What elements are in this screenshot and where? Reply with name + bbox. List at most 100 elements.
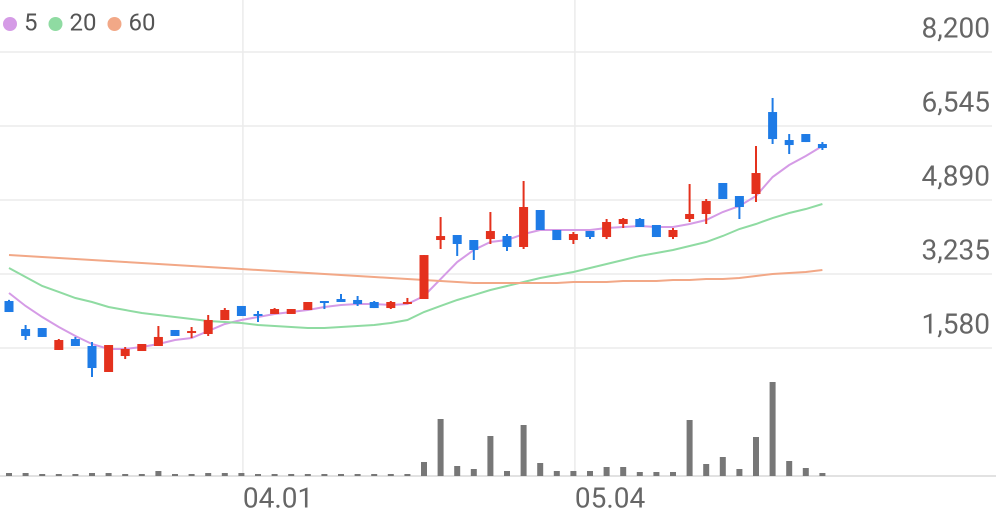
volume-bar — [802, 468, 809, 476]
candle-body — [137, 343, 147, 352]
y-tick-label: 8,200 — [922, 11, 990, 44]
volume-bar — [155, 471, 162, 476]
candle-body — [386, 301, 396, 309]
candle-body — [585, 231, 595, 238]
candle-body — [452, 235, 462, 244]
volume-bar — [205, 473, 212, 476]
volume-bar — [670, 472, 676, 476]
candle-body — [419, 255, 429, 300]
legend-label: 20 — [70, 8, 97, 36]
candle-body — [104, 345, 114, 372]
volume-bar — [719, 457, 726, 476]
volume-bar — [786, 461, 793, 476]
candle-body — [519, 207, 529, 247]
candle-body — [70, 339, 80, 347]
volume-bar — [89, 473, 95, 476]
candle-body — [718, 182, 728, 200]
volume-bar — [570, 471, 577, 476]
candle-body — [768, 112, 778, 140]
volume-bar — [288, 474, 295, 476]
moving-average-line — [8, 253, 823, 284]
candle-body — [120, 349, 130, 357]
moving-average-line — [8, 145, 823, 351]
volume-bar — [122, 474, 129, 476]
x-tick-label: 05.04 — [575, 481, 646, 514]
candle-body — [286, 309, 296, 314]
candle-body — [701, 201, 711, 214]
volume-bar — [769, 382, 776, 476]
volume-bar — [22, 473, 29, 476]
candle-body — [651, 224, 661, 238]
volume-bar — [520, 425, 527, 476]
candle-body — [54, 340, 64, 350]
candle-body — [751, 173, 761, 194]
volume-bar — [736, 469, 743, 476]
volume-bar — [354, 474, 361, 476]
volume-bar — [138, 474, 145, 476]
y-tick-label: 6,545 — [922, 85, 990, 118]
candle-body — [4, 301, 14, 313]
legend-marker — [107, 17, 122, 31]
volume-bar — [255, 474, 261, 476]
candle-body — [485, 231, 495, 240]
candle-body — [236, 305, 246, 316]
volume-bar — [454, 466, 461, 476]
volume-bar — [537, 463, 544, 476]
legend-marker — [3, 17, 17, 31]
volume-bar — [72, 474, 79, 476]
candle-body — [319, 301, 329, 304]
candle-body — [303, 301, 313, 311]
candle-body — [170, 329, 180, 336]
volume-bar — [487, 436, 494, 476]
legend-label: 5 — [24, 8, 38, 36]
volume-bar — [6, 473, 12, 476]
volume-bar — [437, 419, 444, 476]
candle-body — [784, 140, 794, 146]
volume-bar — [636, 472, 643, 476]
legend-marker — [48, 17, 63, 31]
moving-average-line — [8, 203, 823, 330]
volume-bar — [421, 462, 427, 476]
candle-body — [203, 320, 213, 335]
candle-body — [668, 229, 678, 238]
volume-bar — [338, 474, 344, 476]
y-tick-label: 3,235 — [922, 233, 990, 266]
candle-body — [568, 234, 578, 241]
candle-body — [635, 218, 645, 228]
candle-body — [187, 331, 197, 334]
volume-bar — [304, 474, 311, 476]
legend-label: 60 — [128, 8, 155, 36]
candle-body — [469, 240, 479, 250]
volume-bar — [703, 464, 710, 476]
volume-bar — [321, 474, 328, 476]
volume-bar — [753, 437, 759, 476]
volume-bar — [387, 474, 394, 476]
volume-bar — [271, 474, 278, 476]
volume-bar — [686, 420, 693, 476]
candle-body — [618, 218, 628, 225]
volume-bar — [238, 473, 245, 476]
volume-bar — [620, 467, 627, 476]
y-tick-label: 4,890 — [922, 159, 990, 192]
candle-body — [817, 144, 827, 149]
candle-body — [336, 299, 346, 302]
volume-bar — [221, 473, 228, 476]
candle-body — [37, 328, 47, 337]
volume-bar — [404, 474, 411, 476]
y-tick-label: 1,580 — [922, 307, 990, 340]
volume-bar — [653, 472, 660, 476]
volume-bar — [603, 467, 610, 476]
volume-bar — [371, 474, 378, 476]
volume-bar — [553, 471, 560, 476]
volume-bar — [105, 473, 112, 476]
candle-body — [535, 210, 545, 230]
candle-body — [270, 309, 280, 314]
candle-body — [552, 229, 562, 241]
candle-body — [734, 196, 744, 208]
volume-bar — [587, 471, 593, 476]
candle-body — [801, 134, 811, 143]
volume-bar — [172, 474, 178, 476]
candle-body — [253, 313, 263, 316]
candle-body — [402, 301, 412, 305]
volume-bar — [55, 474, 62, 476]
